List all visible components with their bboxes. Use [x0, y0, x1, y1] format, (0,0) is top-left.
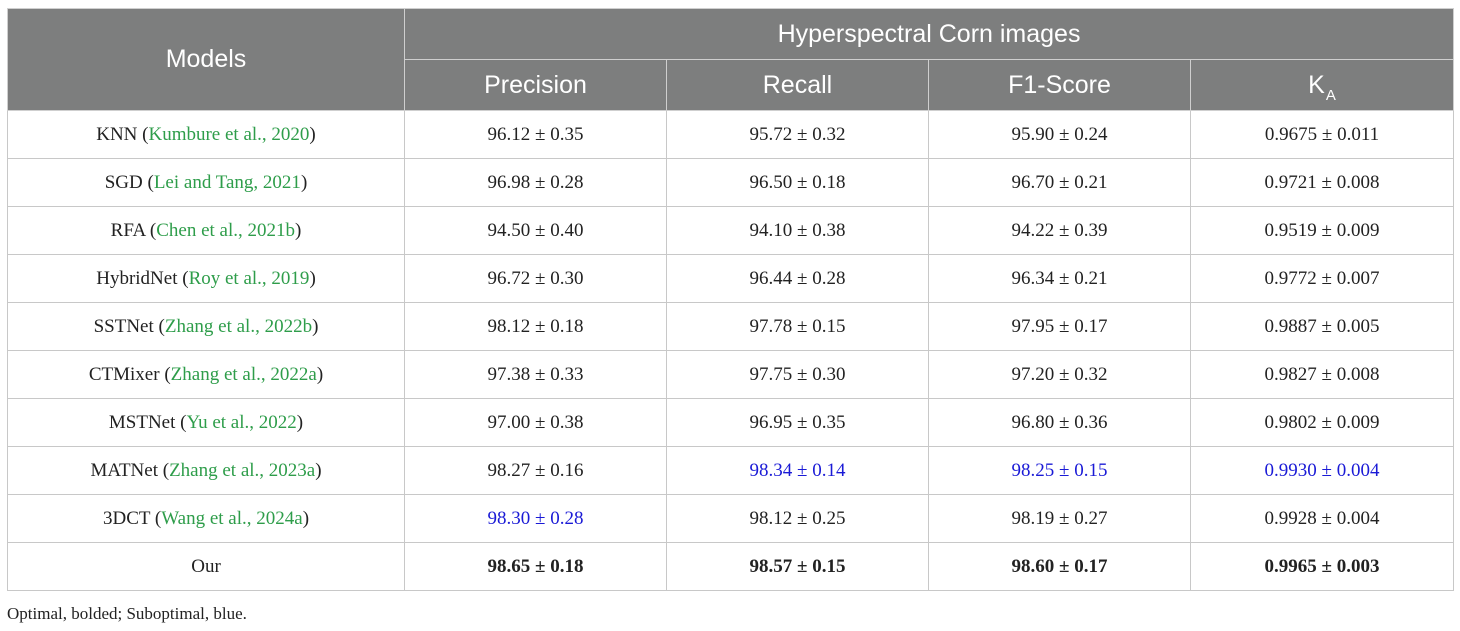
model-name: SGD: [104, 171, 143, 193]
kappa-cell: 0.9519 ± 0.009: [1189, 206, 1455, 255]
kappa-cell: 0.9772 ± 0.007: [1189, 254, 1455, 303]
table-row: RFA (Chen et al., 2021b) 94.50 ± 0.40 94…: [7, 206, 1455, 255]
f1-score-cell: 96.80 ± 0.36: [928, 398, 1191, 447]
citation-link[interactable]: Zhang et al., 2022b: [164, 315, 313, 337]
f1-score-cell-optimal: 98.60 ± 0.17: [928, 542, 1191, 591]
precision-cell: 97.00 ± 0.38: [404, 398, 667, 447]
model-cell: SGD (Lei and Tang, 2021): [7, 158, 405, 207]
kappa-cell: 0.9887 ± 0.005: [1189, 302, 1455, 351]
precision-cell: 97.38 ± 0.33: [404, 350, 667, 399]
precision-cell: 96.72 ± 0.30: [404, 254, 667, 303]
model-cell: HybridNet (Roy et al., 2019): [7, 254, 405, 303]
precision-cell: 96.98 ± 0.28: [404, 158, 667, 207]
citation-link[interactable]: Zhang et al., 2023a: [169, 459, 316, 481]
table-row: KNN (Kumbure et al., 2020) 96.12 ± 0.35 …: [7, 110, 1455, 159]
precision-cell: 98.12 ± 0.18: [404, 302, 667, 351]
model-cell: MSTNet (Yu et al., 2022): [7, 398, 405, 447]
model-name: SSTNet: [93, 315, 154, 337]
table-row: MATNet (Zhang et al., 2023a) 98.27 ± 0.1…: [7, 446, 1455, 495]
precision-header: Precision: [404, 59, 667, 111]
model-name: HybridNet: [96, 267, 178, 289]
recall-cell: 95.72 ± 0.32: [666, 110, 929, 159]
kappa-cell: 0.9928 ± 0.004: [1189, 494, 1455, 543]
precision-cell: 98.27 ± 0.16: [404, 446, 667, 495]
model-cell: RFA (Chen et al., 2021b): [7, 206, 405, 255]
citation-link[interactable]: Wang et al., 2024a: [161, 507, 303, 529]
precision-cell-optimal: 98.65 ± 0.18: [404, 542, 667, 591]
citation-link[interactable]: Kumbure et al., 2020: [148, 123, 310, 145]
model-cell: CTMixer (Zhang et al., 2022a): [7, 350, 405, 399]
precision-cell-suboptimal: 98.30 ± 0.28: [404, 494, 667, 543]
f1-score-cell: 94.22 ± 0.39: [928, 206, 1191, 255]
kappa-cell: 0.9721 ± 0.008: [1189, 158, 1455, 207]
model-name: 3DCT: [102, 507, 151, 529]
recall-cell: 96.50 ± 0.18: [666, 158, 929, 207]
models-header: Models: [7, 8, 405, 111]
results-table: Models Hyperspectral Corn images Precisi…: [7, 8, 1455, 591]
kappa-cell-optimal: 0.9965 ± 0.003: [1189, 542, 1455, 591]
f1-score-header: F1-Score: [928, 59, 1191, 111]
f1-score-cell-suboptimal: 98.25 ± 0.15: [928, 446, 1191, 495]
kappa-subscript: A: [1325, 86, 1336, 104]
kappa-symbol: K: [1308, 70, 1325, 99]
kappa-cell: 0.9827 ± 0.008: [1189, 350, 1455, 399]
dataset-group-header: Hyperspectral Corn images: [403, 8, 1455, 60]
recall-cell: 97.78 ± 0.15: [666, 302, 929, 351]
model-name: KNN: [96, 123, 138, 145]
table-row: SSTNet (Zhang et al., 2022b) 98.12 ± 0.1…: [7, 302, 1455, 351]
table-row-ours: Our 98.65 ± 0.18 98.57 ± 0.15 98.60 ± 0.…: [7, 542, 1455, 591]
table-row: MSTNet (Yu et al., 2022) 97.00 ± 0.38 96…: [7, 398, 1455, 447]
citation-link[interactable]: Roy et al., 2019: [188, 267, 310, 289]
model-cell: SSTNet (Zhang et al., 2022b): [7, 302, 405, 351]
table-row: HybridNet (Roy et al., 2019) 96.72 ± 0.3…: [7, 254, 1455, 303]
recall-cell: 97.75 ± 0.30: [666, 350, 929, 399]
model-cell: 3DCT (Wang et al., 2024a): [7, 494, 405, 543]
table-row: CTMixer (Zhang et al., 2022a) 97.38 ± 0.…: [7, 350, 1455, 399]
model-name: Our: [191, 555, 221, 577]
table-header: Models Hyperspectral Corn images Precisi…: [7, 8, 1455, 111]
recall-cell-suboptimal: 98.34 ± 0.14: [666, 446, 929, 495]
recall-header: Recall: [666, 59, 929, 111]
kappa-cell: 0.9802 ± 0.009: [1189, 398, 1455, 447]
precision-cell: 94.50 ± 0.40: [404, 206, 667, 255]
citation-link[interactable]: Yu et al., 2022: [186, 411, 297, 433]
kappa-cell: 0.9675 ± 0.011: [1189, 110, 1455, 159]
model-name: MSTNet: [108, 411, 176, 433]
table-footnote: Optimal, bolded; Suboptimal, blue.: [7, 604, 247, 623]
model-name: CTMixer: [88, 363, 160, 385]
f1-score-cell: 97.95 ± 0.17: [928, 302, 1191, 351]
citation-link[interactable]: Chen et al., 2021b: [156, 219, 296, 241]
recall-cell-optimal: 98.57 ± 0.15: [666, 542, 929, 591]
f1-score-cell: 96.34 ± 0.21: [928, 254, 1191, 303]
table-body: KNN (Kumbure et al., 2020) 96.12 ± 0.35 …: [7, 110, 1455, 591]
f1-score-cell: 98.19 ± 0.27: [928, 494, 1191, 543]
citation-link[interactable]: Lei and Tang, 2021: [153, 171, 301, 193]
kappa-header: KA: [1189, 59, 1455, 111]
recall-cell: 96.44 ± 0.28: [666, 254, 929, 303]
table-row: SGD (Lei and Tang, 2021) 96.98 ± 0.28 96…: [7, 158, 1455, 207]
f1-score-cell: 96.70 ± 0.21: [928, 158, 1191, 207]
f1-score-cell: 95.90 ± 0.24: [928, 110, 1191, 159]
recall-cell: 94.10 ± 0.38: [666, 206, 929, 255]
precision-cell: 96.12 ± 0.35: [404, 110, 667, 159]
model-cell: Our: [7, 542, 405, 591]
model-name: RFA: [110, 219, 146, 241]
citation-link[interactable]: Zhang et al., 2022a: [170, 363, 317, 385]
model-cell: KNN (Kumbure et al., 2020): [7, 110, 405, 159]
table-row: 3DCT (Wang et al., 2024a) 98.30 ± 0.28 9…: [7, 494, 1455, 543]
model-name: MATNet: [90, 459, 158, 481]
f1-score-cell: 97.20 ± 0.32: [928, 350, 1191, 399]
recall-cell: 98.12 ± 0.25: [666, 494, 929, 543]
model-cell: MATNet (Zhang et al., 2023a): [7, 446, 405, 495]
kappa-cell-suboptimal: 0.9930 ± 0.004: [1189, 446, 1455, 495]
results-table-container: Models Hyperspectral Corn images Precisi…: [7, 8, 1455, 591]
recall-cell: 96.95 ± 0.35: [666, 398, 929, 447]
